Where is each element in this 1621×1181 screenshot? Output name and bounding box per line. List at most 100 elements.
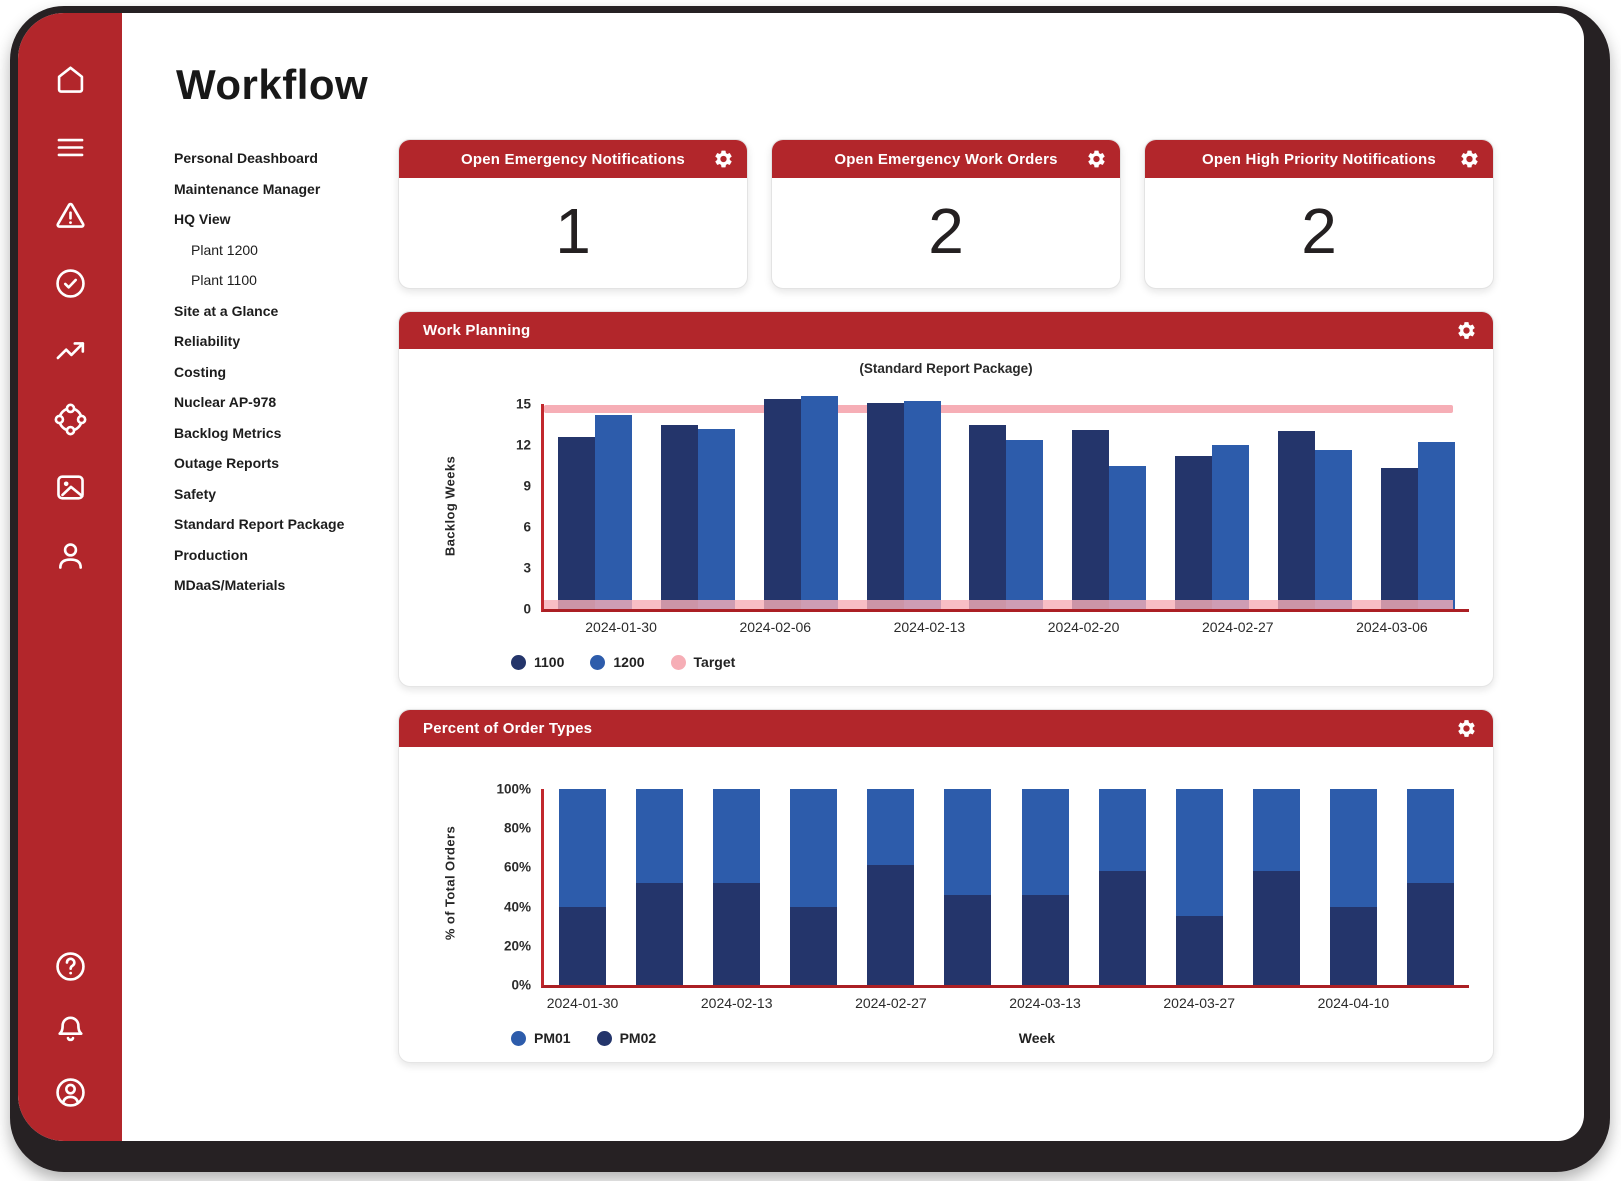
nav-item-reliability[interactable]: Reliability — [174, 333, 241, 349]
gear-icon[interactable] — [1456, 718, 1477, 739]
kpi-card-high-priority-notifications: Open High Priority Notifications 2 — [1144, 139, 1494, 289]
menu-icon[interactable] — [52, 129, 89, 166]
segment-PM02 — [1021, 894, 1069, 985]
bar-group — [1072, 429, 1147, 609]
x-tick-label: 2024-02-27 — [1201, 619, 1274, 635]
account-icon[interactable] — [52, 1074, 89, 1111]
dashboard-column: Open Emergency Notifications 1 Open Emer… — [398, 139, 1494, 1063]
panel-title: Work Planning — [423, 322, 531, 339]
legend-label: 1200 — [613, 654, 645, 670]
percent-order-types-header: Percent of Order Types — [399, 710, 1493, 747]
stacked-bar — [713, 789, 761, 985]
nav-item-safety[interactable]: Safety — [174, 485, 217, 502]
nav-item-standard-report-package[interactable]: Standard Report Package — [174, 516, 345, 532]
stacked-bar — [944, 789, 992, 985]
nav-item-hq-view[interactable]: HQ View — [174, 211, 231, 227]
segment-PM02 — [1406, 883, 1454, 985]
y-axis-ticks: 0 3 6 9 12 15 — [477, 397, 541, 617]
segment-PM02 — [559, 906, 607, 985]
legend-label: PM02 — [619, 1030, 657, 1046]
check-circle-icon[interactable] — [52, 265, 89, 302]
kpi-value: 2 — [1301, 195, 1337, 267]
legend-dot — [511, 654, 526, 670]
x-tick-label: 2024-03-06 — [1356, 619, 1428, 635]
gear-icon[interactable] — [1456, 320, 1477, 341]
bar-1200 — [595, 414, 633, 609]
stacked-bar — [559, 789, 607, 985]
legend-item-pm01: PM01 — [511, 1030, 571, 1046]
stacked-bar — [1098, 789, 1146, 985]
segment-PM01 — [1021, 789, 1069, 895]
stacked-bar — [1021, 789, 1069, 985]
home-icon[interactable] — [52, 61, 89, 98]
legend-item-1200: 1200 — [590, 654, 645, 670]
stacked-bar — [790, 789, 838, 985]
nav-item-nuclear-ap-978[interactable]: Nuclear AP-978 — [174, 394, 277, 410]
x-tick-label: 2024-02-20 — [1047, 619, 1120, 635]
gear-icon[interactable] — [713, 149, 734, 170]
bar-group — [1277, 431, 1352, 609]
x-tick-label: 2024-01-30 — [546, 995, 619, 1011]
nav-item-plant-1200[interactable]: Plant 1200 — [191, 241, 258, 258]
y-axis-title: % of Total Orders — [442, 826, 458, 941]
bar-1200 — [1211, 445, 1249, 609]
nav-item-maintenance-manager[interactable]: Maintenance Manager — [174, 180, 321, 197]
nav-item-site-at-a-glance[interactable]: Site at a Glance — [174, 302, 279, 319]
trending-up-icon[interactable] — [52, 333, 89, 370]
segment-PM01 — [713, 789, 761, 884]
segment-PM02 — [944, 894, 992, 985]
legend-dot — [511, 1030, 526, 1046]
segment-PM02 — [713, 883, 761, 985]
y-tick-label: 9 — [523, 478, 531, 494]
segment-PM02 — [790, 906, 838, 985]
hub-icon[interactable] — [52, 401, 89, 438]
nav-item-personal-deashboard[interactable]: Personal Deashboard — [174, 150, 318, 166]
percent-order-types-body: % of Total Orders 0% 20% 40% 60% 80% 100% 202… — [399, 747, 1493, 1062]
help-icon[interactable] — [52, 948, 89, 985]
y-tick-label: 20% — [503, 938, 531, 954]
bell-icon[interactable] — [52, 1011, 89, 1048]
x-tick-label: 2024-02-27 — [855, 995, 927, 1011]
y-tick-label: 0% — [511, 977, 531, 993]
x-tick-label: 2024-02-06 — [739, 619, 812, 635]
backlog-plot-area: 2024-01-30 2024-02-06 2024-02-13 2024-02-20… — [541, 395, 1469, 635]
legend-item-target: Target — [670, 654, 736, 670]
stacked-bar-series — [544, 789, 1469, 985]
stacked-bar — [1175, 789, 1223, 985]
target-line-upper — [544, 405, 1453, 414]
bar-group — [558, 414, 633, 609]
user-icon[interactable] — [52, 537, 89, 574]
bar-1100 — [1380, 468, 1418, 609]
stacked-bar — [867, 789, 915, 985]
bar-group — [661, 424, 736, 609]
kpi-card-header: Open Emergency Notifications — [399, 140, 747, 178]
order-types-chart: % of Total Orders 0% 20% 40% 60% 80% 100% 202… — [423, 755, 1469, 1011]
gear-icon[interactable] — [1459, 149, 1480, 170]
nav-item-mdaas-materials[interactable]: MDaaS/Materials — [174, 577, 286, 593]
bar-1100 — [969, 424, 1007, 609]
legend-label: Target — [693, 654, 736, 670]
nav-item-plant-1100[interactable]: Plant 1100 — [191, 272, 257, 288]
kpi-value: 1 — [555, 195, 591, 267]
backlog-chart: Backlog Weeks 0 3 6 9 12 15 2024-01-30 2024-02… — [423, 376, 1469, 635]
image-icon[interactable] — [52, 469, 89, 506]
alert-triangle-icon[interactable] — [52, 197, 89, 234]
kpi-card-emergency-work-orders: Open Emergency Work Orders 2 — [771, 139, 1121, 289]
y-tick-label: 80% — [503, 820, 531, 836]
y-tick-label: 15 — [515, 396, 531, 412]
bar-group — [866, 401, 941, 609]
kpi-title: Open Emergency Work Orders — [834, 150, 1058, 168]
nav-item-outage-reports[interactable]: Outage Reports — [174, 455, 280, 471]
gear-icon[interactable] — [1086, 149, 1107, 170]
legend-label: PM01 — [534, 1030, 571, 1046]
segment-PM02 — [867, 865, 915, 985]
nav-item-production[interactable]: Production — [174, 546, 248, 563]
y-tick-label: 6 — [523, 519, 531, 535]
nav-item-costing[interactable]: Costing — [174, 363, 227, 380]
nav-item-backlog-metrics[interactable]: Backlog Metrics — [174, 424, 282, 441]
x-tick-label: 2024-04-10 — [1317, 995, 1390, 1011]
bar-group — [1174, 445, 1249, 609]
panel-title: Percent of Order Types — [423, 720, 593, 737]
backlog-legend: 1100 1200 Target — [511, 654, 1469, 670]
segment-PM01 — [1252, 789, 1300, 872]
